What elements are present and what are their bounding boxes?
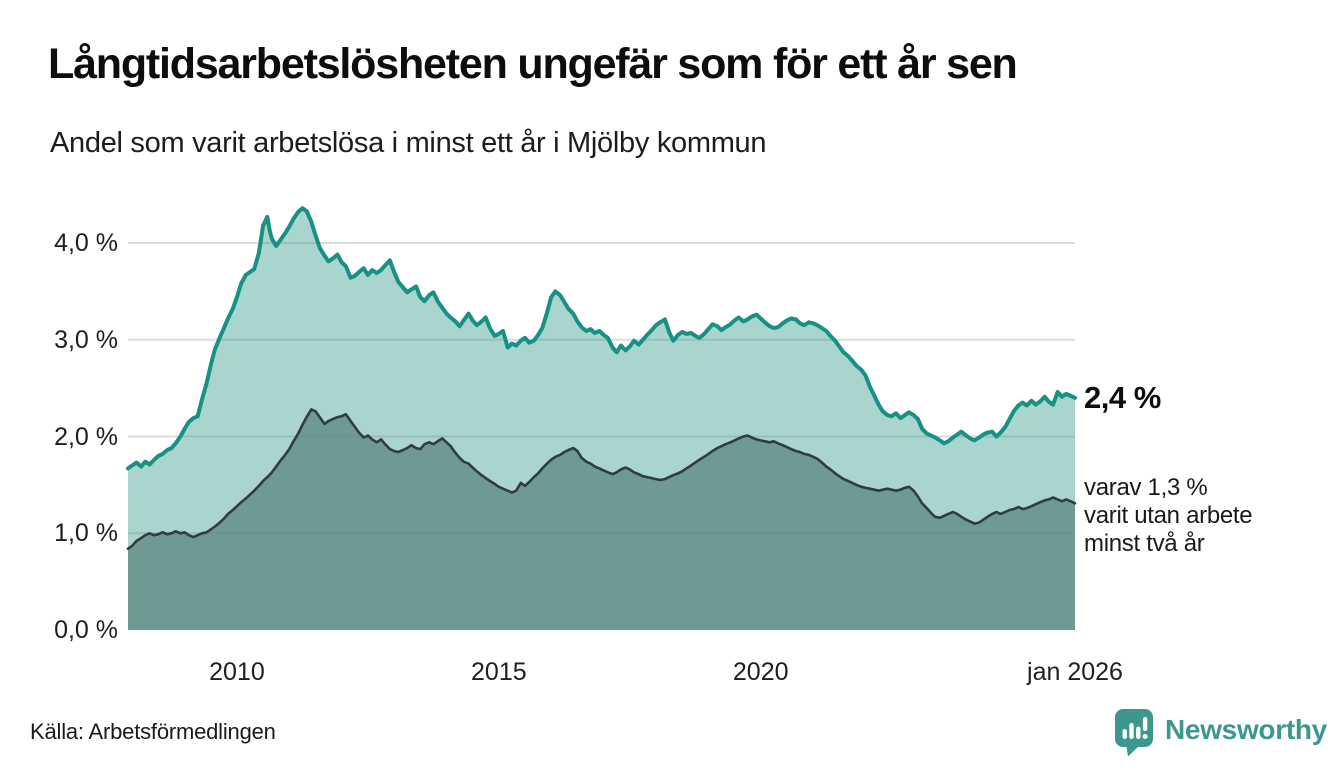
y-axis-tick-label: 3,0 % — [54, 325, 118, 354]
newsworthy-brand: Newsworthy — [1113, 708, 1327, 758]
subset-annotation-line: minst två år — [1084, 530, 1205, 557]
source-credit: Källa: Arbetsförmedlingen — [30, 719, 276, 744]
chart-subtitle: Andel som varit arbetslösa i minst ett å… — [50, 127, 767, 159]
page-title: Långtidsarbetslösheten ungefär som för e… — [48, 40, 1018, 88]
subset-line — [126, 408, 1077, 550]
y-axis-tick-label: 2,0 % — [54, 422, 118, 451]
x-axis-tick-label: 2020 — [732, 658, 789, 686]
y-axis-tick-label: 1,0 % — [54, 519, 118, 548]
x-axis-tick-label: jan 2026 — [1027, 658, 1123, 686]
y-axis-tick-label: 0,0 % — [54, 616, 118, 644]
subset-annotation-line: varav 1,3 % — [1084, 474, 1208, 501]
newsworthy-wordmark: Newsworthy — [1165, 714, 1327, 745]
subset-area — [128, 409, 1075, 630]
newsworthy-logo-icon — [1115, 709, 1153, 757]
x-axis-tick-label: 2015 — [471, 658, 527, 686]
subset-annotation: varav 1,3 % varit utan arbete minst två … — [1084, 474, 1253, 558]
total-line — [126, 206, 1077, 471]
subset-annotation-line: varit utan arbete — [1084, 502, 1253, 529]
x-axis-tick-label: 2010 — [209, 658, 265, 686]
total-end-value-label: 2,4 % — [1084, 380, 1161, 415]
y-axis-tick-label: 4,0 % — [54, 229, 118, 257]
